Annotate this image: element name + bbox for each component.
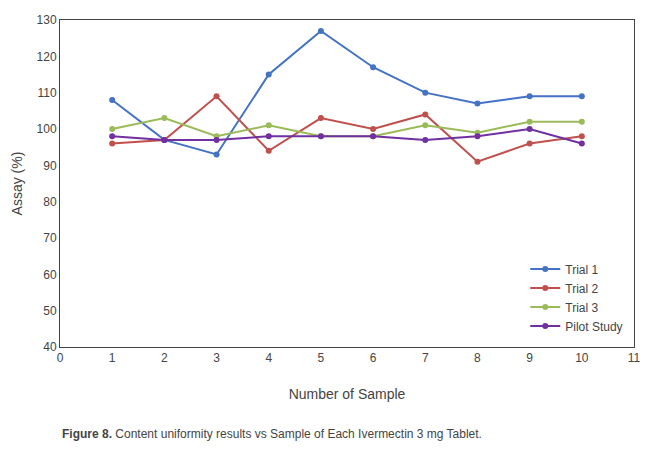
svg-text:6: 6 [370, 351, 377, 365]
svg-text:Figure 8. Content uniformity r: Figure 8. Content uniformity results vs … [62, 427, 482, 441]
svg-text:120: 120 [37, 50, 57, 64]
svg-text:Pilot Study: Pilot Study [565, 320, 622, 334]
svg-text:Trial 2: Trial 2 [565, 282, 598, 296]
svg-text:60: 60 [43, 268, 57, 282]
svg-text:8: 8 [474, 351, 481, 365]
svg-text:2: 2 [161, 351, 168, 365]
svg-text:10: 10 [575, 351, 589, 365]
svg-text:50: 50 [43, 304, 57, 318]
svg-text:4: 4 [265, 351, 272, 365]
svg-text:90: 90 [43, 159, 57, 173]
svg-text:0: 0 [57, 351, 64, 365]
svg-text:11: 11 [628, 351, 641, 365]
svg-text:130: 130 [37, 13, 57, 27]
svg-text:100: 100 [37, 122, 57, 136]
svg-text:40: 40 [43, 340, 57, 354]
svg-text:70: 70 [43, 231, 57, 245]
svg-text:Trial 3: Trial 3 [565, 301, 598, 315]
svg-text:1: 1 [109, 351, 116, 365]
svg-text:80: 80 [43, 195, 57, 209]
svg-text:7: 7 [422, 351, 429, 365]
svg-text:Trial 1: Trial 1 [565, 263, 598, 277]
svg-text:Number of Sample: Number of Sample [289, 386, 406, 402]
svg-text:110: 110 [37, 86, 56, 100]
svg-text:Assay (%): Assay (%) [9, 152, 25, 216]
svg-text:5: 5 [318, 351, 325, 365]
svg-text:9: 9 [526, 351, 533, 365]
svg-text:3: 3 [213, 351, 220, 365]
